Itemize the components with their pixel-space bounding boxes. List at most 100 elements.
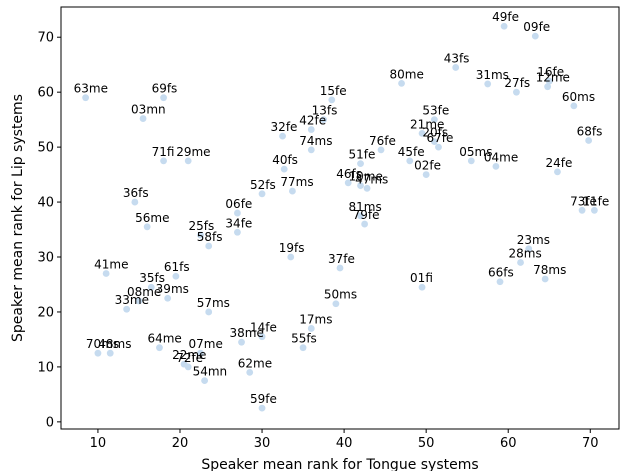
- scatter-point: [406, 157, 414, 165]
- point-label: 57ms: [197, 296, 230, 310]
- scatter-point: [361, 220, 369, 228]
- x-tick-label: 60: [500, 436, 517, 451]
- point-label: 74ms: [299, 134, 332, 148]
- scatter-point: [398, 79, 405, 87]
- y-tick-label: 40: [37, 196, 54, 211]
- x-tick-label: 20: [172, 436, 189, 451]
- point-label: 13fs: [312, 104, 338, 118]
- scatter-point: [357, 160, 364, 168]
- point-label: 10me: [349, 170, 383, 184]
- scatter-point: [197, 349, 204, 357]
- point-label: 20fs: [422, 126, 448, 140]
- scatter-point: [205, 308, 213, 316]
- scatter-point: [328, 96, 336, 104]
- y-tick-label: 50: [37, 141, 54, 156]
- scatter-point: [452, 64, 460, 71]
- scatter-point: [160, 94, 167, 102]
- scatter-point: [332, 300, 340, 308]
- scatter-point: [139, 115, 147, 122]
- point-label: 79fe: [353, 208, 380, 222]
- scatter-point: [578, 206, 586, 214]
- scatter-point: [201, 377, 209, 385]
- point-label: 48ms: [98, 337, 131, 351]
- scatter-point: [435, 143, 442, 151]
- point-label: 03mn: [131, 103, 166, 117]
- point-label: 56me: [135, 211, 169, 225]
- point-label: 12me: [536, 71, 570, 85]
- point-label: 31ms: [476, 68, 509, 82]
- scatter-point: [336, 264, 344, 272]
- scatter-point: [500, 22, 508, 30]
- scatter-point: [430, 116, 438, 124]
- point-label: 28ms: [509, 247, 542, 261]
- x-tick-label: 30: [254, 436, 271, 451]
- scatter-point: [258, 333, 266, 341]
- point-label: 66fs: [488, 266, 514, 280]
- points-layer: [82, 22, 598, 412]
- scatter-point: [531, 32, 539, 40]
- point-label: 22me: [172, 348, 206, 362]
- scatter-point: [554, 168, 561, 176]
- scatter-point: [418, 129, 426, 137]
- y-tick-label: 60: [37, 86, 54, 101]
- point-label: 68fs: [577, 125, 603, 139]
- point-label: 71fi: [152, 145, 175, 159]
- scatter-point: [147, 283, 155, 291]
- scatter-point: [258, 190, 266, 198]
- point-label: 60ms: [562, 90, 595, 104]
- scatter-point: [287, 253, 295, 261]
- point-label: 73fe: [570, 194, 597, 208]
- point-label: 15fe: [320, 84, 347, 98]
- scatter-point: [363, 184, 371, 192]
- point-label: 19fs: [279, 241, 305, 255]
- point-label: 50ms: [324, 288, 357, 302]
- point-label: 53fe: [422, 104, 449, 118]
- point-label: 80me: [390, 67, 424, 81]
- point-label: 16fe: [537, 65, 564, 79]
- point-label: 70ms: [86, 337, 119, 351]
- point-label: 34fe: [225, 216, 252, 230]
- point-label: 39ms: [156, 282, 189, 296]
- scatter-point: [430, 138, 438, 146]
- scatter-point: [418, 283, 426, 291]
- scatter-point: [160, 157, 167, 165]
- point-label: 41me: [94, 257, 128, 271]
- scatter-point: [484, 80, 492, 88]
- scatter-point: [570, 102, 578, 110]
- scatter-point: [197, 231, 204, 239]
- point-label: 24fe: [545, 156, 572, 170]
- scatter-point: [131, 198, 139, 206]
- point-label: 58fs: [197, 230, 223, 244]
- point-label: 33me: [115, 293, 149, 307]
- scatter-point: [357, 212, 364, 220]
- scatter-point: [545, 77, 553, 85]
- scatter-point: [184, 157, 192, 165]
- point-label: 76fe: [369, 134, 396, 148]
- point-label: 04me: [484, 150, 518, 164]
- point-label: 63me: [74, 82, 108, 96]
- point-label: 01fi: [410, 271, 433, 285]
- point-label: 25fs: [189, 219, 215, 233]
- scatter-point: [258, 404, 266, 412]
- y-tick-label: 10: [37, 360, 54, 375]
- scatter-point: [82, 94, 90, 102]
- point-label: 64me: [147, 332, 181, 346]
- scatter-point: [544, 83, 552, 91]
- point-label: 23ms: [517, 233, 550, 247]
- x-axis-ticks: 10 20 30 40 50 60 70: [90, 429, 599, 451]
- point-label: 52fs: [250, 178, 276, 192]
- x-tick-label: 70: [582, 436, 599, 451]
- point-label: 36fs: [123, 186, 149, 200]
- point-label: 43fs: [444, 51, 470, 65]
- scatter-point: [492, 162, 500, 170]
- scatter-point: [320, 116, 327, 124]
- x-tick-label: 50: [418, 436, 435, 451]
- scatter-point: [94, 349, 102, 357]
- point-label: 07me: [189, 337, 223, 351]
- point-label: 61fs: [164, 260, 190, 274]
- scatter-point: [135, 297, 143, 305]
- x-tick-label: 10: [90, 436, 107, 451]
- scatter-point: [106, 349, 114, 357]
